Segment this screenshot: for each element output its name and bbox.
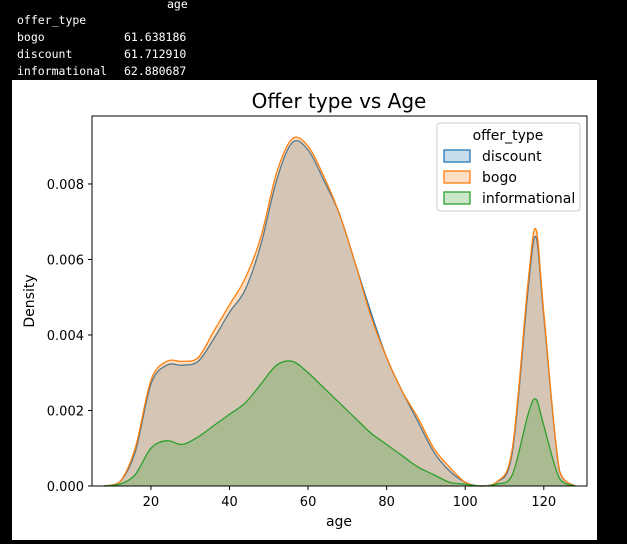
legend-label-discount: discount [482,149,542,165]
legend: offer_type discount bogo informational [436,122,581,212]
table-row-label: discount [17,47,73,61]
y-ticks: 0.000 0.002 0.004 0.006 0.008 [47,178,92,495]
x-tick-label: 120 [531,495,556,510]
x-axis-label: age [326,514,352,530]
table-row-value: 61.638186 [124,30,187,44]
series-area-discount [103,140,576,486]
kde-chart: Offer type vs Age 20 40 60 80 100 120 0.0000.… [22,89,588,530]
axes [91,115,588,487]
table-row-label: bogo [17,30,45,44]
x-tick-label: 60 [300,495,317,510]
table-index-name: offer_type [17,13,87,27]
x-tick-label: 80 [378,495,395,510]
table-row-label: informational [17,64,108,78]
x-tick-label: 20 [143,495,160,510]
y-tick-label: 0.004 [47,329,84,344]
y-tick-label: 0.002 [47,404,84,419]
y-axis-label: Density [22,274,38,327]
legend-label-informational: informational [482,191,575,207]
table-row-value: 62.880687 [124,64,187,78]
chart-title: Offer type vs Age [252,89,427,113]
series-line-bogo [103,136,576,487]
plot-area-border [91,115,588,487]
x-tick-label: 100 [453,495,478,510]
series-area-informational [103,360,576,486]
table-row-value: 61.712910 [124,47,187,61]
x-ticks: 20 40 60 80 100 120 [143,486,556,510]
legend-label-bogo: bogo [482,170,517,186]
y-tick-label: 0.000 [47,480,84,495]
legend-swatch-discount [443,149,471,163]
series-area-bogo [103,137,576,486]
series-line-informational [103,360,576,487]
legend-frame [436,122,581,212]
legend-title: offer_type [473,128,544,144]
legend-swatch-informational [443,191,471,205]
plot-output: Offer type vs Age 20 40 60 80 100 120 0.000 0.… [12,80,597,540]
table-column-header: age [167,0,188,11]
x-tick-label: 40 [221,495,238,510]
dataframe-output: age offer_type bogo 61.638186 discount 6… [0,0,627,80]
legend-items: discount bogo informational [443,149,575,207]
series-areas [103,136,576,487]
y-tick-label: 0.008 [47,178,84,193]
y-tick-label: 0.006 [47,253,84,268]
legend-swatch-bogo [443,170,471,184]
